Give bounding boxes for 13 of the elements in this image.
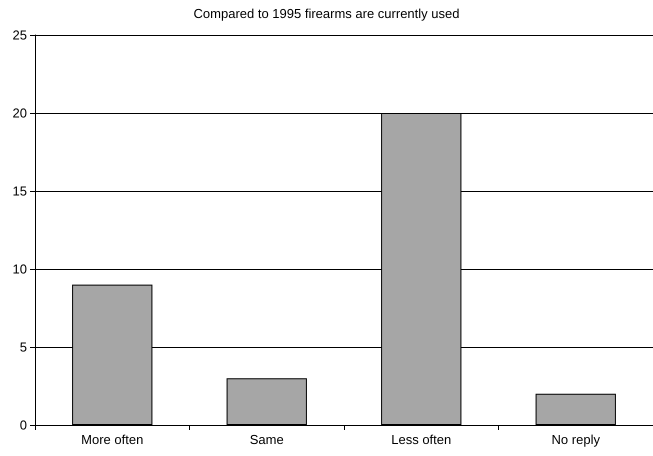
bar bbox=[536, 394, 616, 425]
y-tick-label: 5 bbox=[20, 340, 27, 354]
chart-title: Compared to 1995 firearms are currently used bbox=[194, 6, 460, 21]
y-tick-label: 15 bbox=[12, 184, 27, 198]
y-tick-label: 0 bbox=[20, 418, 27, 432]
x-tick-label: Same bbox=[250, 432, 284, 447]
x-tick-label: More often bbox=[81, 432, 144, 447]
bar bbox=[226, 378, 307, 425]
y-tick-label: 20 bbox=[12, 106, 27, 120]
y-tick-label: 25 bbox=[12, 28, 27, 42]
y-tick-label: 10 bbox=[12, 262, 27, 276]
x-tick-label: Less often bbox=[391, 432, 452, 447]
x-tick-label: No reply bbox=[552, 432, 600, 447]
